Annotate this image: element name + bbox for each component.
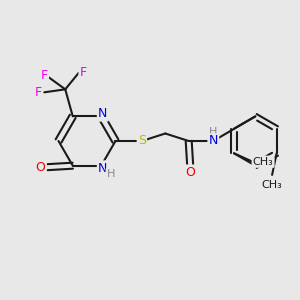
Text: O: O	[36, 161, 46, 174]
Text: N: N	[208, 134, 218, 148]
Text: N: N	[98, 107, 107, 120]
Text: H: H	[107, 169, 115, 179]
Text: CH₃: CH₃	[262, 179, 283, 190]
Text: F: F	[35, 86, 42, 99]
Text: H: H	[209, 127, 218, 137]
Text: F: F	[41, 69, 48, 82]
Text: N: N	[98, 162, 107, 175]
Text: F: F	[80, 66, 87, 79]
Text: S: S	[138, 134, 146, 148]
Text: CH₃: CH₃	[253, 157, 274, 167]
Text: O: O	[185, 166, 195, 179]
